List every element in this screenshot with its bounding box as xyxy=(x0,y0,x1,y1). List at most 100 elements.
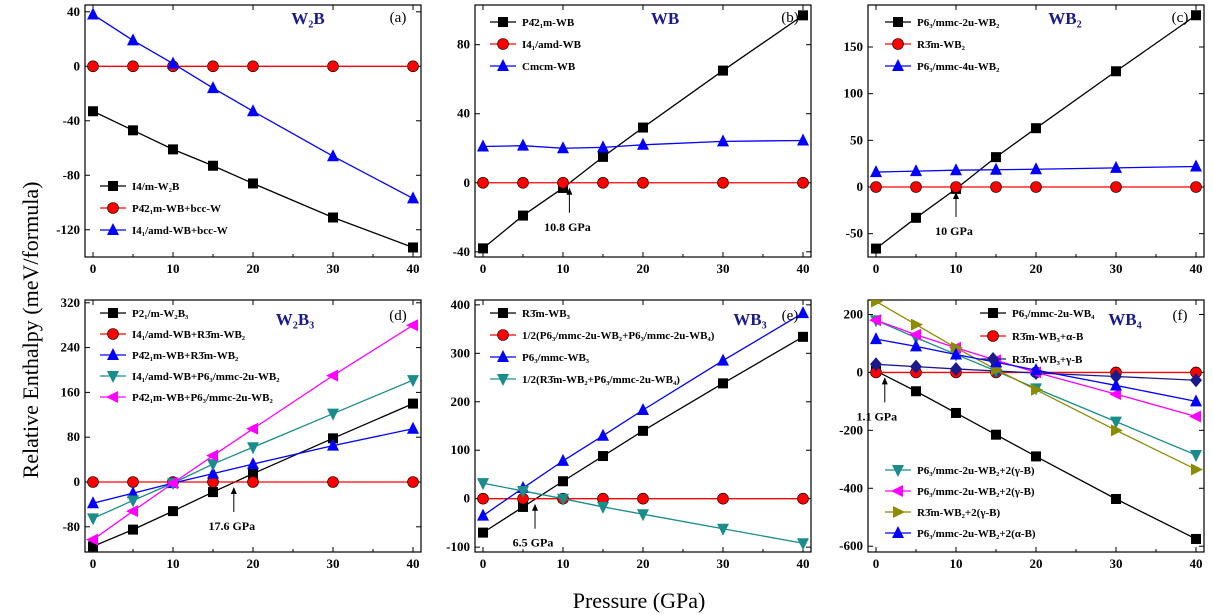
legend-marker xyxy=(497,38,509,50)
series-2 xyxy=(477,492,809,505)
data-point xyxy=(870,165,882,178)
y-tick-label: 200 xyxy=(844,306,864,321)
legend-label: P6₃/mmc-2u-WB₄ xyxy=(1012,308,1095,320)
y-tick-label: 200 xyxy=(451,394,471,409)
legend-entry: 1/2(R3̄m-WB₂+P6₃/mmc-2u-WB₄) xyxy=(490,374,680,386)
legend-label: R3̄m-WB₂ xyxy=(917,39,966,51)
data-point xyxy=(408,398,418,409)
legend-marker xyxy=(987,330,999,342)
data-point xyxy=(407,191,419,204)
transition-annotation: 1.1 GPa xyxy=(856,377,897,423)
data-point xyxy=(127,33,139,46)
data-point xyxy=(247,457,259,470)
compound-label: WB₃ xyxy=(733,310,766,329)
data-point xyxy=(638,122,648,133)
legend-marker xyxy=(497,350,509,362)
transition-annotation: 6.5 GPa xyxy=(513,503,554,550)
y-tick-label: -40 xyxy=(453,244,470,259)
data-point xyxy=(557,176,569,189)
compound-label: WB₂ xyxy=(1048,9,1081,28)
legend-label: P6₃/mmc-WB₃ xyxy=(522,352,590,364)
panel-d: 0 10 20 30 40 -80 0 80 160 240 320 P2₁/m-W₂B₃ I4₁/am… xyxy=(61,295,422,571)
legend-label: R3̄m-WB₃+α-B xyxy=(1012,331,1084,343)
legend-label: R3̄m-WB₃+γ-B xyxy=(1012,354,1083,366)
compound-label: W₂B xyxy=(291,9,324,28)
data-point xyxy=(166,477,178,490)
series-6 xyxy=(871,300,1203,476)
y-tick-label: -600 xyxy=(839,538,863,553)
legend-marker xyxy=(988,308,998,318)
legend-marker xyxy=(497,374,509,386)
data-point xyxy=(88,106,98,117)
data-point xyxy=(407,421,419,434)
legend-label: P6₃/mmc-2u-WB₂ xyxy=(917,17,1000,29)
y-tick-label: -80 xyxy=(63,519,80,534)
data-point xyxy=(911,318,923,331)
data-point xyxy=(126,505,138,518)
data-point xyxy=(247,476,259,488)
legend-entry: P6₃/mmc-4u-WB₂ xyxy=(885,59,1000,73)
data-point xyxy=(597,501,609,514)
legend-entry: R3̄m-WB₃ xyxy=(490,308,571,320)
x-tick-label: 30 xyxy=(327,261,340,276)
data-point xyxy=(327,408,339,421)
data-point xyxy=(1110,416,1122,429)
y-tick-label: 320 xyxy=(61,295,81,310)
legend-entry: P4̄2₁m-WB+P6₃/mmc-2u-WB₂ xyxy=(100,391,274,404)
data-point xyxy=(478,527,488,538)
data-point xyxy=(128,524,138,535)
panel-a: 0 10 20 30 40 -120 -80 -40 0 40 I4/m-W₂B P4̄2₁m-WB+… xyxy=(56,4,422,276)
data-point xyxy=(407,60,419,73)
series-2 xyxy=(87,60,419,73)
panel-e: 0 10 20 30 40 -100 0 100 200 300 400 R3̄m-WB₃ 1/2(P6… xyxy=(446,297,812,571)
x-tick-label: 40 xyxy=(1190,261,1203,276)
data-point xyxy=(127,495,139,508)
data-point xyxy=(871,243,881,254)
data-point xyxy=(909,328,921,341)
legend-label: 1/2(P6₃/mmc-2u-WB₂+P6₃/mmc-2u-WB₄) xyxy=(522,330,715,342)
data-point xyxy=(990,162,1002,175)
y-tick-label: 50 xyxy=(850,132,863,147)
y-tick-label: -200 xyxy=(839,422,863,437)
data-point xyxy=(597,428,609,441)
legend-label: P2₁/m-W₂B₃ xyxy=(132,308,189,320)
legend-label: P6₃/mmc-2u-WB₂+2(γ-B) xyxy=(917,465,1035,477)
annotation-label: 10.8 GPa xyxy=(544,220,591,234)
panel-f: 0 10 20 30 40 -600 -400 -200 0 200 P6₃/mmc-2u-WB₄ R… xyxy=(839,299,1205,571)
legend-entry: P6₃/mmc-2u-WB₂+2(γ-B) xyxy=(885,465,1035,477)
data-point xyxy=(208,487,218,498)
data-point xyxy=(717,523,729,536)
legend-label: R3̄m-WB₂+2(γ-B) xyxy=(917,507,1000,519)
data-point xyxy=(477,478,489,491)
data-point xyxy=(717,176,729,189)
panel-letter: (d) xyxy=(389,308,407,324)
x-tick-label: 40 xyxy=(797,556,810,571)
legend-marker xyxy=(892,59,904,71)
legend-entry: I4₁/amd-WB+bcc-W xyxy=(100,223,228,237)
data-point xyxy=(798,331,808,342)
y-tick-label: -50 xyxy=(846,226,863,241)
data-point xyxy=(86,533,98,546)
x-tick-label: 0 xyxy=(90,261,97,276)
panel-letter: (e) xyxy=(782,308,799,324)
data-point xyxy=(1030,162,1042,175)
data-point xyxy=(1110,378,1122,391)
legend-label: I4₁/amd-WB xyxy=(522,39,582,51)
data-point xyxy=(1111,66,1121,77)
data-point xyxy=(477,492,489,505)
legend-entry: P6₃/mmc-2u-WB₂+2(γ-B) xyxy=(885,485,1035,498)
data-point xyxy=(518,210,528,221)
annotation-label: 6.5 GPa xyxy=(513,536,554,550)
data-point xyxy=(598,151,608,162)
legend-marker xyxy=(107,223,119,235)
data-point xyxy=(167,56,179,69)
data-point xyxy=(1031,123,1041,134)
legend-entry: R3̄m-WB₂+2(γ-B) xyxy=(885,506,1000,519)
legend-entry: I4₁/amd-WB xyxy=(490,38,582,51)
data-point xyxy=(478,243,488,254)
x-tick-label: 10 xyxy=(950,556,963,571)
legend-marker xyxy=(498,308,508,318)
data-point xyxy=(1031,383,1043,396)
data-point xyxy=(208,160,218,171)
annotation-label: 17.6 GPa xyxy=(208,519,255,533)
